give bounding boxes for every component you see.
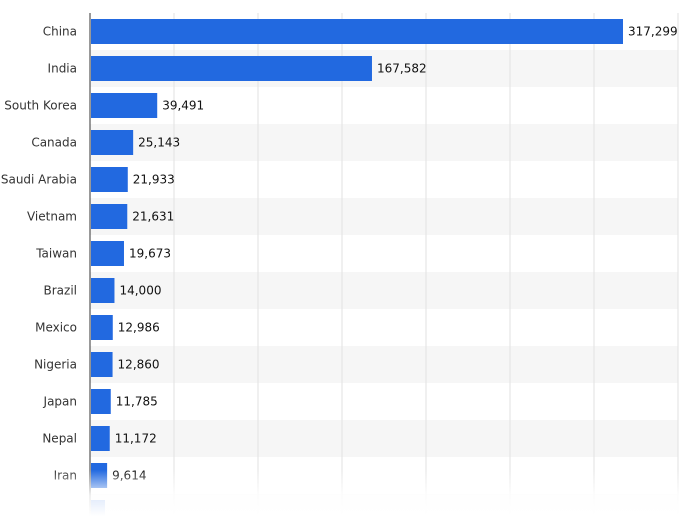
- gridlines: [173, 13, 679, 516]
- category-labels: China India South Korea Canada Saudi Arabia V…: [1, 25, 77, 483]
- category-label: Brazil: [44, 284, 78, 298]
- bar[interactable]: [91, 352, 113, 377]
- row-bands: [90, 50, 678, 516]
- bar[interactable]: [91, 130, 134, 155]
- bar[interactable]: [91, 93, 158, 118]
- category-label: Taiwan: [35, 247, 77, 261]
- category-label: Nigeria: [34, 358, 77, 372]
- value-label: 21,933: [133, 173, 175, 187]
- bar[interactable]: [91, 389, 111, 414]
- category-label: Nepal: [42, 432, 77, 446]
- category-label: Canada: [31, 136, 77, 150]
- row-band: [90, 198, 678, 235]
- row-band: [90, 346, 678, 383]
- value-labels: 317,299 167,582 39,491 25,143 21,933 21,631 19…: [112, 25, 678, 483]
- value-label: 25,143: [138, 136, 180, 150]
- category-label: Mexico: [35, 321, 77, 335]
- row-band: [90, 420, 678, 457]
- bar[interactable]: [91, 315, 113, 340]
- category-label: South Korea: [4, 99, 77, 113]
- row-band: [90, 494, 678, 516]
- value-label: 11,172: [115, 432, 157, 446]
- bars: [91, 19, 623, 488]
- category-label: Japan: [43, 395, 77, 409]
- category-label: Saudi Arabia: [1, 173, 77, 187]
- value-label: 39,491: [162, 99, 204, 113]
- bar[interactable]: [91, 426, 110, 451]
- value-label: 14,000: [119, 284, 161, 298]
- value-label: 167,582: [377, 62, 427, 76]
- row-band: [90, 272, 678, 309]
- value-label: 9,614: [112, 469, 146, 483]
- value-label: 317,299: [628, 25, 678, 39]
- bar[interactable]: [91, 167, 128, 192]
- bar[interactable]: [91, 19, 623, 44]
- value-label: 19,673: [129, 247, 171, 261]
- bar-cutoff: [91, 500, 105, 516]
- value-label: 21,631: [132, 210, 174, 224]
- bar[interactable]: [91, 204, 128, 229]
- category-label: Vietnam: [27, 210, 77, 224]
- category-label: India: [48, 62, 77, 76]
- category-label: China: [43, 25, 77, 39]
- row-band: [90, 124, 678, 161]
- value-label: 12,860: [118, 358, 160, 372]
- value-label: 12,986: [118, 321, 160, 335]
- category-label: Iran: [54, 469, 77, 483]
- bar[interactable]: [91, 241, 124, 266]
- bar[interactable]: [91, 278, 115, 303]
- value-label: 11,785: [116, 395, 158, 409]
- bar[interactable]: [91, 463, 108, 488]
- bar[interactable]: [91, 56, 372, 81]
